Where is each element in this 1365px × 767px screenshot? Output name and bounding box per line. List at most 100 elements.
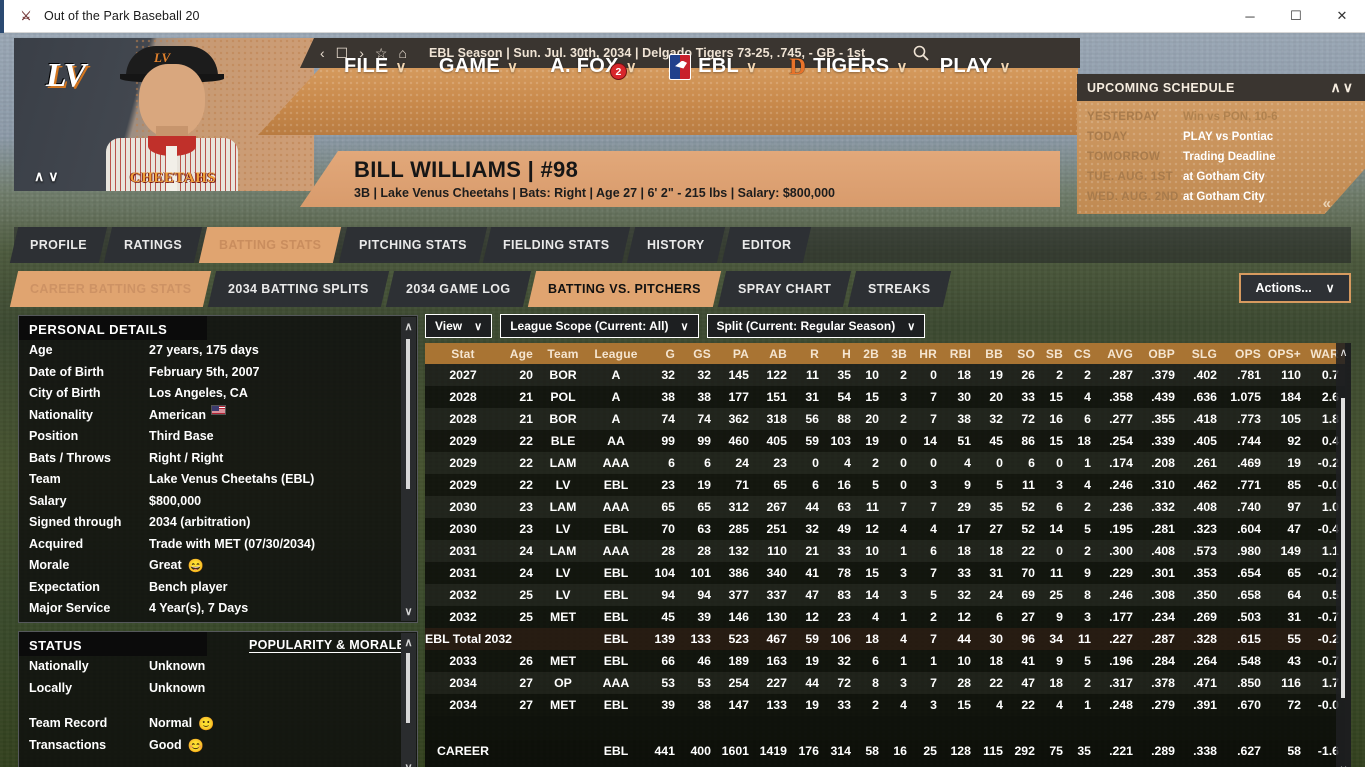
menu-file[interactable]: FILE ∨ bbox=[328, 55, 423, 78]
col-pa[interactable]: PA bbox=[717, 343, 755, 364]
scroll-thumb[interactable] bbox=[406, 653, 410, 723]
menu-manager[interactable]: A. FOX ∨ 2 bbox=[534, 55, 653, 80]
col-sb[interactable]: SB bbox=[1041, 343, 1069, 364]
schedule-row[interactable]: TODAY PLAY vs Pontiac bbox=[1087, 127, 1355, 147]
table-row[interactable]: 2030 23 LAM AAA 65 65 312 267 44 63 11 7 7 29 35 52 6 2.2… bbox=[425, 496, 1345, 518]
col-3b[interactable]: 3B bbox=[885, 343, 913, 364]
portrait-nav-arrows[interactable]: ∧∨ bbox=[34, 168, 63, 185]
forward-icon[interactable]: › bbox=[359, 45, 364, 61]
page-icon[interactable]: ☐ bbox=[335, 44, 349, 61]
table-row[interactable]: 2033 26 MET EBL 66 46 189 163 19 32 6 1 1 10 18 41 9 5.19… bbox=[425, 650, 1345, 672]
schedule-up-icon[interactable]: ∧ bbox=[1330, 79, 1343, 95]
col-cs[interactable]: CS bbox=[1069, 343, 1097, 364]
col-gs[interactable]: GS bbox=[681, 343, 717, 364]
col-g[interactable]: G bbox=[645, 343, 681, 364]
maximize-button[interactable]: ☐ bbox=[1290, 8, 1302, 23]
split-dropdown[interactable]: Split (Current: Regular Season) ∨ bbox=[706, 314, 926, 338]
tab-spray-chart[interactable]: SPRAY CHART bbox=[717, 271, 852, 307]
tab-history[interactable]: HISTORY bbox=[626, 227, 725, 263]
schedule-collapse-icon[interactable]: « bbox=[1322, 195, 1331, 212]
schedule-row[interactable]: TOMORROW Trading Deadline bbox=[1087, 147, 1355, 167]
tab-batting-vs-pitchers[interactable]: BATTING VS. PITCHERS bbox=[527, 271, 721, 307]
menu-league[interactable]: EBL ∨ bbox=[653, 53, 773, 80]
status-scrollbar[interactable]: ∧ ∨ bbox=[401, 633, 416, 767]
col-war[interactable]: WAR bbox=[1307, 343, 1345, 364]
col-h[interactable]: H bbox=[825, 343, 857, 364]
menu-game[interactable]: GAME ∨ bbox=[423, 55, 534, 78]
minimize-button[interactable]: ─ bbox=[1245, 8, 1255, 24]
close-button[interactable]: ✕ bbox=[1336, 8, 1348, 23]
scroll-thumb[interactable] bbox=[1341, 398, 1345, 698]
table-row[interactable] bbox=[425, 716, 1345, 740]
scroll-down-icon[interactable]: ∨ bbox=[404, 606, 413, 618]
col-opsplus[interactable]: OPS+ bbox=[1267, 343, 1307, 364]
table-row[interactable]: CAREER EBL 441 400 1601 1419 176 314 58 16 25 128 11… bbox=[425, 740, 1345, 762]
table-row[interactable]: 2028 21 BOR A 74 74 362 318 56 88 20 2 7 38 32 72 16 6.27… bbox=[425, 408, 1345, 430]
scroll-down-icon[interactable]: ∨ bbox=[1339, 763, 1347, 767]
tab-career-batting-stats[interactable]: CAREER BATTING STATS bbox=[9, 271, 212, 307]
popularity-morale-link[interactable]: POPULARITY & MORALE bbox=[249, 638, 406, 653]
col-stat[interactable]: Stat bbox=[425, 343, 501, 364]
scroll-down-icon[interactable]: ∨ bbox=[404, 758, 412, 767]
col-league[interactable]: League bbox=[587, 343, 645, 364]
stats-table-scrollbar[interactable]: ∧ ∨ bbox=[1336, 343, 1351, 767]
schedule-row[interactable]: YESTERDAY Win vs PON, 10-6 bbox=[1087, 107, 1355, 127]
col-rbi[interactable]: RBI bbox=[943, 343, 977, 364]
table-row[interactable]: 2031 24 LV EBL 104 101 386 340 41 78 15 3 7 33 31 70 11 9… bbox=[425, 562, 1345, 584]
table-row[interactable]: 2034 27 OP AAA 53 53 254 227 44 72 8 3 7 28 22 47 18 2.31… bbox=[425, 672, 1345, 694]
col-so[interactable]: SO bbox=[1009, 343, 1041, 364]
table-row[interactable]: 2031 24 LAM AAA 28 28 132 110 21 33 10 1 6 18 18 22 0 2.3… bbox=[425, 540, 1345, 562]
col-bb[interactable]: BB bbox=[977, 343, 1009, 364]
col-r[interactable]: R bbox=[793, 343, 825, 364]
tab-ratings[interactable]: RATINGS bbox=[103, 227, 203, 263]
portrait-prev-icon[interactable]: ∧ bbox=[34, 168, 49, 184]
details-scrollbar[interactable]: ∧ ∨ bbox=[401, 317, 416, 621]
tab-game-log[interactable]: 2034 GAME LOG bbox=[386, 271, 531, 307]
tab-profile[interactable]: PROFILE bbox=[9, 227, 108, 263]
table-row[interactable]: 2032 25 LV EBL 94 94 377 337 47 83 14 3 5 32 24 69 25 8.2… bbox=[425, 584, 1345, 606]
col-hr[interactable]: HR bbox=[913, 343, 943, 364]
scroll-thumb[interactable] bbox=[406, 339, 410, 489]
table-row[interactable]: 2027 20 BOR A 32 32 145 122 11 35 10 2 0 18 19 26 2 2.287… bbox=[425, 364, 1345, 386]
table-row[interactable]: 2034 27 MET EBL 39 38 147 133 19 33 2 4 3 15 4 22 4 1.248… bbox=[425, 694, 1345, 716]
menu-team[interactable]: D TIGERS ∨ bbox=[773, 54, 923, 80]
table-row[interactable]: 2028 21 POL A 38 38 177 151 31 54 15 3 7 30 20 33 15 4.35… bbox=[425, 386, 1345, 408]
table-row[interactable]: TOTAL MLB93989338333348500843174307839534… bbox=[425, 762, 1345, 767]
tab-pitching-stats[interactable]: PITCHING STATS bbox=[338, 227, 487, 263]
schedule-nav-arrows[interactable]: ∧∨ bbox=[1331, 79, 1356, 96]
table-row[interactable]: 2029 22 LAM AAA 6 6 24 23 0 4 2 0 0 4 0 6 0 1.174.208.261… bbox=[425, 452, 1345, 474]
col-ab[interactable]: AB bbox=[755, 343, 793, 364]
schedule-row[interactable]: WED. AUG. 2ND at Gotham City bbox=[1087, 187, 1355, 207]
actions-button[interactable]: Actions... ∨ bbox=[1239, 273, 1351, 303]
table-row[interactable]: 2032 25 MET EBL 45 39 146 130 12 23 4 1 2 12 6 27 9 3.177… bbox=[425, 606, 1345, 628]
col-age[interactable]: Age bbox=[501, 343, 539, 364]
col-team[interactable]: Team bbox=[539, 343, 587, 364]
tab-editor[interactable]: EDITOR bbox=[721, 227, 812, 263]
scroll-up-icon[interactable]: ∧ bbox=[404, 321, 413, 333]
back-icon[interactable]: ‹ bbox=[320, 45, 325, 61]
table-row[interactable]: EBL Total 2032 EBL 139 133 523 467 59 106 18 4 7 44… bbox=[425, 628, 1345, 650]
scroll-up-icon[interactable]: ∧ bbox=[1339, 347, 1348, 359]
menu-play[interactable]: PLAY ∨ bbox=[924, 55, 1027, 78]
portrait-next-icon[interactable]: ∨ bbox=[48, 168, 63, 184]
col-slg[interactable]: SLG bbox=[1181, 343, 1223, 364]
favorite-star-icon[interactable]: ☆ bbox=[374, 44, 388, 61]
table-row[interactable]: 2029 22 LV EBL 23 19 71 65 6 16 5 0 3 9 5 11 3 4.246.310.… bbox=[425, 474, 1345, 496]
col-ops[interactable]: OPS bbox=[1223, 343, 1267, 364]
col-avg[interactable]: AVG bbox=[1097, 343, 1139, 364]
view-dropdown[interactable]: View ∨ bbox=[425, 314, 493, 338]
tab-fielding-stats[interactable]: FIELDING STATS bbox=[483, 227, 631, 263]
search-icon[interactable] bbox=[912, 44, 930, 62]
tab-streaks[interactable]: STREAKS bbox=[847, 271, 951, 307]
tab-batting-splits[interactable]: 2034 BATTING SPLITS bbox=[208, 271, 390, 307]
col-2b[interactable]: 2B bbox=[857, 343, 885, 364]
schedule-down-icon[interactable]: ∨ bbox=[1342, 79, 1355, 95]
league-scope-dropdown[interactable]: League Scope (Current: All) ∨ bbox=[500, 314, 699, 338]
schedule-row[interactable]: TUE. AUG. 1ST at Gotham City bbox=[1087, 167, 1355, 187]
scroll-up-icon[interactable]: ∧ bbox=[404, 637, 413, 649]
table-row[interactable]: 2030 23 LV EBL 70 63 285 251 32 49 12 4 4 17 27 52 14 5.1… bbox=[425, 518, 1345, 540]
tab-batting-stats[interactable]: BATTING STATS bbox=[198, 227, 342, 263]
col-obp[interactable]: OBP bbox=[1139, 343, 1181, 364]
home-icon[interactable]: ⌂ bbox=[398, 45, 407, 61]
table-row[interactable]: 2029 22 BLE AA 99 99 460 405 59 103 19 0 14 51 45 86 15 1… bbox=[425, 430, 1345, 452]
